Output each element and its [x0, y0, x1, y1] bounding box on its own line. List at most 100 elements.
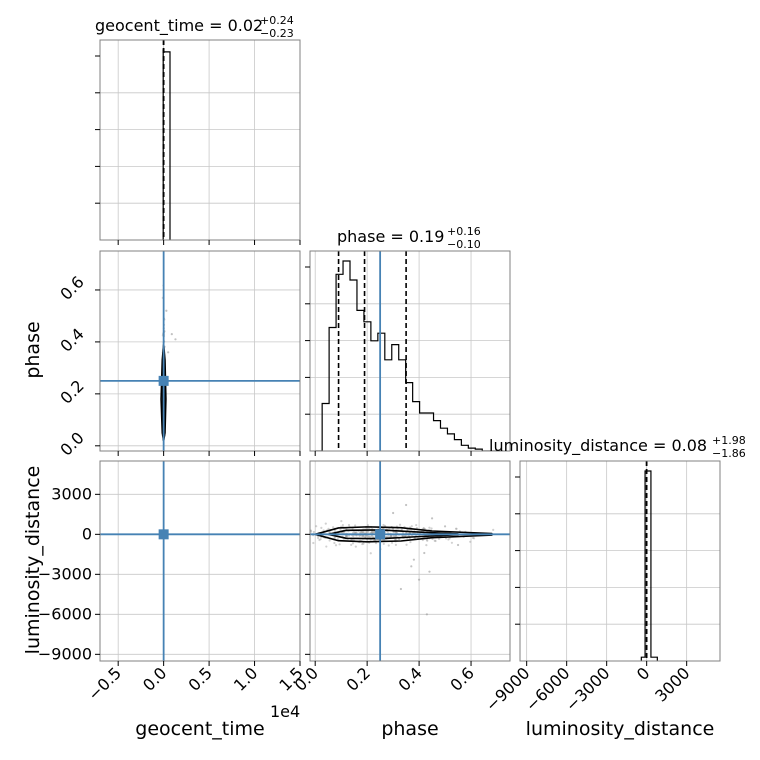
sample-point [328, 539, 331, 542]
sample-point [415, 523, 418, 527]
sample-point [341, 523, 344, 527]
title-phase-plus: +0.16 [447, 225, 481, 238]
sample-point [328, 531, 331, 534]
sample-point [301, 524, 303, 526]
sample-point [364, 535, 367, 539]
sample-point [410, 565, 413, 568]
x-tick-label: −3000 [562, 663, 614, 715]
panel-phase-vs-geocent_time: 0.0 0.2 0.4 0.6 [56, 250, 301, 460]
sample-point [422, 527, 425, 530]
sample-point [450, 541, 454, 544]
sample-point [410, 525, 413, 528]
sample-point [366, 535, 369, 538]
xlabel-geocent-time: geocent_time [135, 718, 264, 740]
y-tick-label: 3000 [51, 484, 92, 503]
panel-geocent_time-vs-geocent_time [95, 39, 301, 245]
sample-point [361, 534, 365, 538]
sample-point [401, 531, 405, 534]
sample-point [387, 544, 390, 547]
sample-point [425, 613, 428, 616]
sample-point [339, 528, 342, 532]
title-luminosity-distance: luminosity_distance = 0.08 [489, 436, 707, 456]
sample-point [293, 537, 295, 539]
title-luminosity-distance-plus: +1.98 [712, 434, 746, 447]
title-luminosity-distance-minus: −1.86 [712, 447, 746, 460]
sample-point [455, 527, 458, 530]
sample-point [280, 531, 282, 533]
x-tick-label: −9000 [482, 663, 534, 715]
sample-point [443, 525, 447, 528]
x-offset-geocent-time: 1e4 [270, 702, 300, 721]
sample-point [390, 541, 394, 544]
sample-point [333, 541, 336, 545]
panel-phase-vs-phase [305, 250, 511, 456]
sample-point [389, 535, 393, 538]
sample-point [365, 530, 368, 534]
sample-point [428, 526, 431, 529]
sample-point [454, 527, 458, 530]
x-tick-label: 0.4 [394, 663, 425, 694]
panel-frame [309, 460, 511, 662]
y-tick-label: 0.0 [56, 428, 87, 459]
sample-point [170, 333, 173, 336]
sample-point [448, 537, 451, 540]
panel-frame [519, 460, 721, 662]
sample-point [400, 528, 404, 531]
sample-point [367, 535, 371, 538]
sample-point [295, 537, 297, 539]
xlabel-luminosity-distance: luminosity_distance [526, 718, 715, 740]
sample-point [383, 524, 387, 527]
sample-point [318, 538, 321, 542]
sample-point [333, 530, 336, 533]
panel-luminosity_distance-vs-phase: 0.0 0.2 0.4 0.6 [280, 460, 511, 695]
sample-point [370, 535, 373, 538]
sample-point [472, 537, 476, 540]
sample-point [359, 530, 362, 534]
sample-point [354, 524, 357, 527]
histogram-luminosity_distance [640, 470, 658, 661]
sample-point [317, 536, 320, 540]
sample-point [358, 534, 361, 538]
histogram-phase [315, 260, 504, 451]
sample-point [430, 527, 433, 530]
sample-point [367, 531, 370, 534]
ylabel-phase: phase [22, 321, 44, 378]
title-phase-minus: −0.10 [447, 238, 481, 251]
y-tick-label: 0.2 [56, 376, 87, 407]
sample-point [315, 525, 318, 528]
xlabel-phase: phase [381, 718, 438, 740]
sample-point [412, 558, 415, 561]
sample-point [389, 535, 392, 538]
sample-point [352, 535, 355, 538]
sample-point [399, 587, 403, 591]
sample-point [306, 526, 308, 528]
sample-point [390, 535, 393, 538]
x-tick-label: 0.6 [446, 663, 477, 694]
sample-point [340, 520, 343, 523]
sample-point [353, 531, 357, 534]
sample-point [405, 503, 408, 507]
sample-point [362, 542, 365, 545]
y-tick-label: 0 [82, 524, 92, 543]
x-tick-label: 0.5 [184, 663, 215, 694]
sample-point [428, 570, 431, 573]
sample-point [310, 529, 313, 532]
y-tick-label: −9000 [38, 644, 92, 663]
x-tick-label: 0 [633, 663, 654, 684]
sample-point [292, 527, 294, 529]
sample-point [370, 530, 373, 534]
x-tick-label: 3000 [651, 663, 693, 705]
sample-point [394, 543, 398, 546]
y-tick-label: 0.6 [56, 272, 87, 303]
sample-point [394, 531, 397, 534]
sample-point [328, 531, 331, 534]
sample-point [387, 535, 390, 538]
sample-point [360, 534, 364, 537]
title-geocent-time: geocent_time = 0.02 [95, 16, 263, 36]
sample-point [471, 536, 475, 539]
sample-point [353, 531, 356, 534]
sample-point [405, 531, 408, 534]
sample-point [344, 535, 348, 538]
sample-point [406, 528, 409, 532]
sample-point [350, 543, 353, 547]
